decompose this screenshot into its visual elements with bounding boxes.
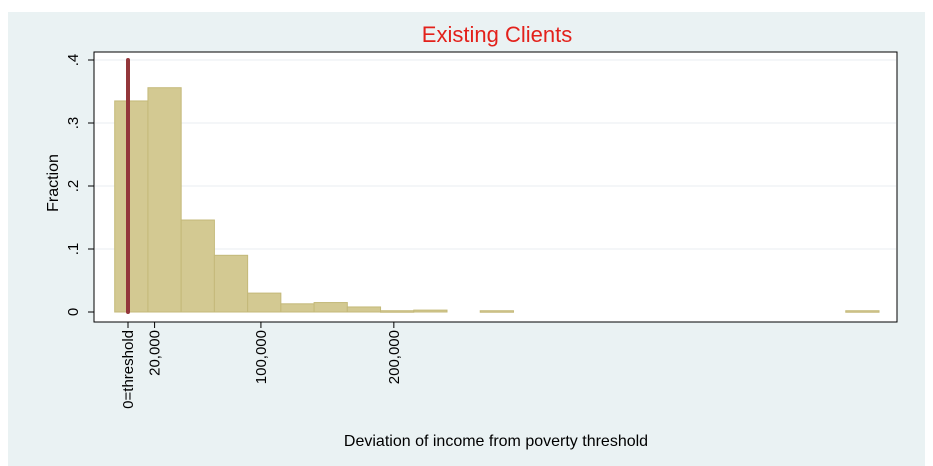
histogram-bar [114,100,149,313]
histogram-bar [147,87,182,313]
histogram-bar [845,310,880,313]
x-tick-label: 100,000 [253,330,270,384]
histogram-bar [479,310,514,313]
histogram-bar [346,306,382,313]
gridlines [95,59,896,250]
y-tick-label: 0 [65,308,82,316]
x-tick-label: 200,000 [386,330,403,384]
histogram-bar [213,254,249,313]
y-tick-label: .1 [65,243,82,256]
x-tick-label: 20,000 [147,330,164,376]
histogram-bar [247,292,282,313]
chart-title: Existing Clients [422,22,572,47]
histogram-bars [114,87,880,313]
x-axis-label: Deviation of income from poverty thresho… [344,433,648,450]
histogram-bar [180,219,215,313]
histogram-bar [413,309,448,313]
y-tick-label: .4 [65,54,82,67]
histogram-bar [313,302,348,313]
y-axis-label: Fraction [45,154,62,212]
x-axis: 0=threshold 20,000 100,000 200,000 [94,321,897,409]
y-tick-label: .2 [65,180,82,193]
histogram-bar [380,310,415,313]
histogram-bar [280,303,315,313]
y-tick-label: .3 [65,117,82,130]
x-tick-label: 0=threshold [120,330,137,409]
y-axis: 0 .1 .2 .3 .4 [65,52,95,322]
